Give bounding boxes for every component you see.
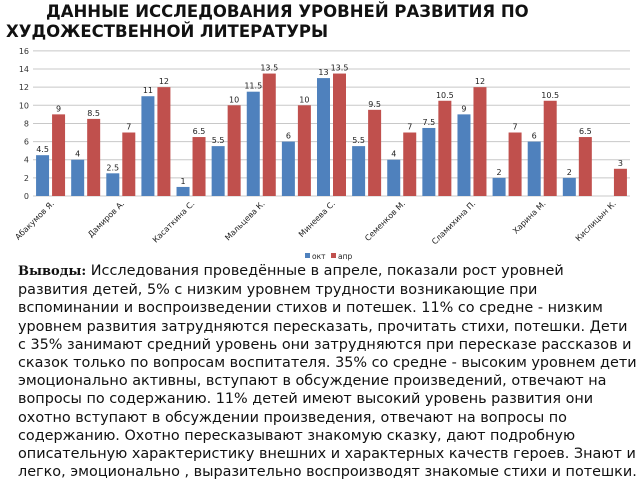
y-tick-label: 16 — [19, 47, 29, 56]
data-label: 11 — [143, 86, 153, 95]
x-tick-label: Кислицын К. — [574, 199, 618, 243]
data-label: 6.5 — [193, 127, 206, 136]
bar-апр — [122, 132, 136, 196]
x-tick-label: Касаткина С. — [151, 199, 197, 245]
y-tick-label: 12 — [19, 83, 29, 92]
data-label: 12 — [159, 77, 169, 86]
data-label: 10 — [299, 95, 309, 104]
bar-окт — [562, 177, 576, 196]
data-label: 6 — [286, 132, 291, 141]
y-tick-label: 0 — [24, 192, 29, 201]
data-label: 10.5 — [541, 91, 559, 100]
x-tick-label: Мальцева К. — [223, 199, 266, 242]
data-label: 4.5 — [36, 145, 49, 154]
x-tick-label: Абакумов Я. — [13, 199, 56, 242]
data-label: 7 — [407, 123, 412, 132]
bar-апр — [262, 73, 276, 196]
data-label: 9 — [461, 104, 466, 113]
conclusion-paragraph: Выводы: Исследования проведённые в апрел… — [18, 262, 638, 481]
bar-окт — [422, 127, 436, 196]
data-label: 7.5 — [422, 118, 435, 127]
data-label: 11.5 — [244, 82, 262, 91]
bar-окт — [457, 114, 471, 196]
data-label: 7 — [513, 123, 518, 132]
bar-апр — [297, 105, 311, 196]
data-label: 3 — [618, 159, 623, 168]
bar-апр — [438, 100, 452, 196]
bar-окт — [106, 173, 120, 196]
x-tick-label: Сламихина П. — [430, 199, 477, 246]
bar-апр — [473, 87, 487, 196]
data-label: 6 — [532, 132, 537, 141]
data-label: 12 — [475, 77, 485, 86]
legend-swatch — [305, 253, 310, 258]
data-label: 1 — [180, 177, 185, 186]
data-label: 6.5 — [579, 127, 592, 136]
bar-апр — [192, 137, 206, 196]
data-label: 13.5 — [331, 64, 349, 73]
data-label: 10 — [229, 95, 239, 104]
bar-апр — [543, 100, 557, 196]
bar-апр — [87, 118, 101, 196]
data-label: 8.5 — [87, 109, 100, 118]
bar-апр — [157, 87, 171, 196]
x-tick-label: Минеева С. — [297, 199, 337, 239]
data-label: 2 — [497, 168, 502, 177]
data-label: 9.5 — [368, 100, 381, 109]
x-tick-label: Харина М. — [511, 199, 548, 236]
bar-окт — [317, 78, 330, 196]
data-label: 13 — [318, 68, 328, 77]
y-tick-label: 8 — [24, 119, 29, 128]
y-tick-label: 6 — [24, 138, 29, 147]
legend-swatch — [331, 253, 336, 258]
bar-окт — [36, 155, 50, 196]
y-tick-label: 14 — [19, 65, 29, 74]
y-tick-label: 4 — [24, 156, 29, 165]
x-tick-label: Семенков М. — [363, 199, 407, 243]
bar-окт — [141, 96, 155, 196]
bar-апр — [368, 109, 382, 196]
data-label: 9 — [56, 104, 61, 113]
bar-апр — [613, 168, 627, 196]
bar-апр — [227, 105, 241, 196]
bar-окт — [176, 186, 190, 196]
legend-label: апр — [338, 252, 352, 261]
conclusion-text: Исследования проведённые в апреле, показ… — [18, 263, 637, 481]
bar-апр — [403, 132, 417, 196]
bar-окт — [281, 141, 295, 196]
data-label: 5.5 — [212, 136, 225, 145]
y-tick-label: 10 — [19, 101, 29, 110]
bar-окт — [527, 141, 541, 196]
data-label: 2 — [567, 168, 572, 177]
bar-апр — [333, 73, 346, 196]
bar-окт — [352, 146, 366, 196]
data-label: 2.5 — [106, 163, 119, 172]
bar-окт — [246, 91, 260, 196]
bar-окт — [387, 159, 401, 196]
bar-окт — [71, 159, 85, 196]
bar-апр — [52, 114, 66, 196]
data-label: 4 — [75, 150, 80, 159]
data-label: 13.5 — [260, 64, 278, 73]
conclusion-label: Выводы: — [18, 264, 87, 279]
data-label: 4 — [391, 150, 396, 159]
chart-title: ДАННЫЕ ИССЛЕДОВАНИЯ УРОВНЕЙ РАЗВИТИЯ ПО … — [6, 2, 529, 41]
legend-label: окт — [312, 252, 326, 261]
bar-окт — [492, 177, 506, 196]
y-tick-label: 2 — [24, 174, 29, 183]
data-label: 7 — [126, 123, 131, 132]
x-tick-label: Дамиров А. — [86, 199, 126, 239]
bar-апр — [508, 132, 522, 196]
data-label: 10.5 — [436, 91, 454, 100]
data-label: 5.5 — [352, 136, 365, 145]
bar-апр — [578, 137, 592, 196]
bar-окт — [211, 146, 225, 196]
